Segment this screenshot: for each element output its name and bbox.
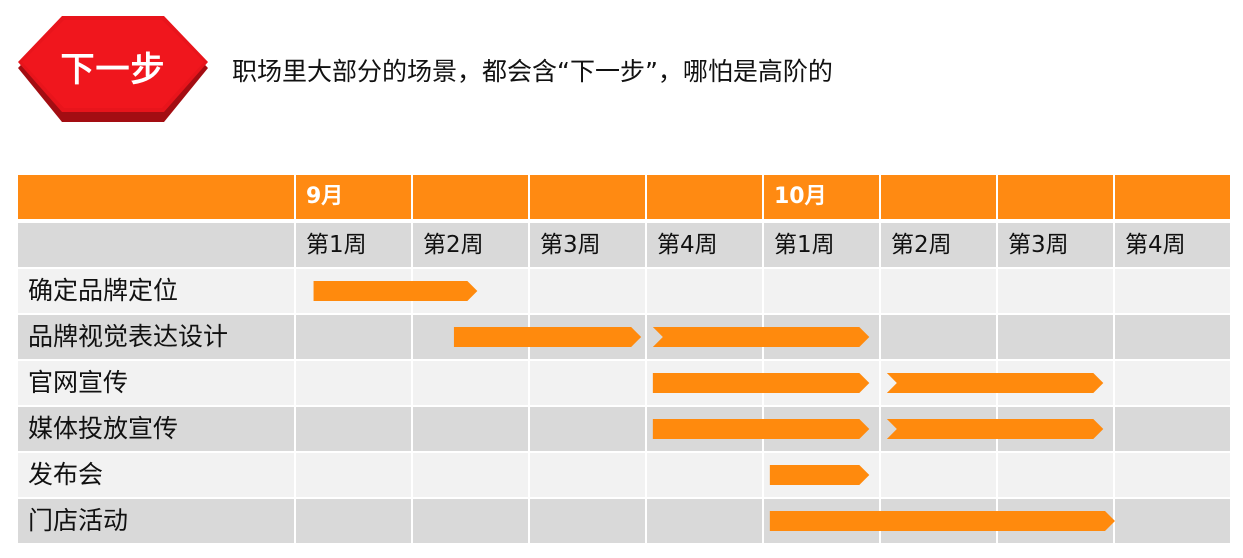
grid-cell (1115, 269, 1230, 313)
grid-cell (296, 361, 411, 405)
grid-cell (881, 269, 996, 313)
grid-cell (647, 269, 762, 313)
week-label: 第4周 (647, 223, 762, 267)
month-cell-empty (881, 175, 996, 219)
task-bar (652, 419, 870, 439)
week-header-corner (18, 223, 294, 267)
grid-cell (413, 361, 528, 405)
week-label: 第1周 (764, 223, 879, 267)
task-label: 官网宣传 (18, 361, 294, 405)
task-bar (886, 373, 1104, 393)
grid-cell (998, 315, 1113, 359)
grid-cell (1115, 453, 1230, 497)
week-label: 第3周 (998, 223, 1113, 267)
task-bar (886, 419, 1104, 439)
month-cell-empty (413, 175, 528, 219)
grid-cell (1115, 315, 1230, 359)
grid-cell (1115, 407, 1230, 451)
week-label: 第3周 (530, 223, 645, 267)
week-label: 第4周 (1115, 223, 1230, 267)
badge-label: 下一步 (60, 50, 166, 90)
task-bar (652, 373, 870, 393)
task-label: 品牌视觉表达设计 (18, 315, 294, 359)
grid-cell (530, 499, 645, 543)
grid-cell (296, 315, 411, 359)
grid-cell (647, 499, 762, 543)
grid-cell (296, 407, 411, 451)
task-bar (769, 465, 870, 485)
task-bar (453, 327, 642, 347)
grid-cell (1115, 499, 1230, 543)
next-step-badge: 下一步 (14, 12, 212, 130)
grid-cell (413, 453, 528, 497)
grid-cell (998, 269, 1113, 313)
grid-cell (764, 269, 879, 313)
month-cell-empty (647, 175, 762, 219)
week-label: 第2周 (881, 223, 996, 267)
week-label: 第2周 (413, 223, 528, 267)
month-label: 10月 (764, 175, 879, 219)
grid-cell (998, 453, 1113, 497)
grid-cell (530, 269, 645, 313)
gantt-chart: 9月 10月 第1周 第2周 第3周 第4周 第1周 第2周 第3周 第4周 确定品牌定位 品牌视觉表… (18, 175, 1231, 547)
task-bar (769, 511, 1115, 531)
page-subtitle: 职场里大部分的场景，都会含“下一步”，哪怕是高阶的 (232, 57, 833, 86)
task-label: 确定品牌定位 (18, 269, 294, 313)
task-label: 门店活动 (18, 499, 294, 543)
grid-cell (296, 499, 411, 543)
grid-cell (530, 407, 645, 451)
month-label: 9月 (296, 175, 411, 219)
month-cell-empty (998, 175, 1113, 219)
grid-cell (413, 499, 528, 543)
grid-cell (881, 453, 996, 497)
grid-cell (881, 315, 996, 359)
task-bar (313, 281, 478, 301)
task-bar (652, 327, 870, 347)
grid-cell (413, 407, 528, 451)
task-label: 媒体投放宣传 (18, 407, 294, 451)
task-label: 发布会 (18, 453, 294, 497)
month-cell-empty (530, 175, 645, 219)
month-cell-empty (1115, 175, 1230, 219)
gantt-bars (313, 281, 1115, 531)
grid-cell (1115, 361, 1230, 405)
grid-cell (296, 453, 411, 497)
grid-cell (647, 453, 762, 497)
grid-cell (530, 361, 645, 405)
grid-cell (530, 453, 645, 497)
week-label: 第1周 (296, 223, 411, 267)
header-corner (18, 175, 294, 219)
